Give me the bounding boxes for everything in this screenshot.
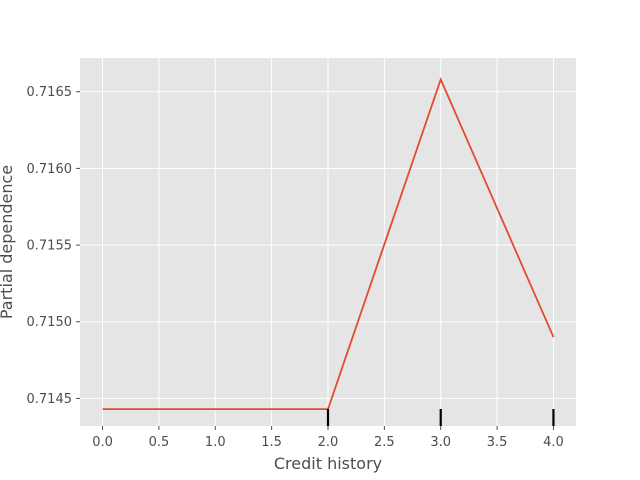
x-tick-label: 2.0 — [318, 435, 339, 450]
y-tick-label: 0.7150 — [27, 315, 73, 330]
x-tick-label: 3.5 — [487, 435, 508, 450]
grid-lines — [80, 58, 576, 426]
x-tick-label: 3.0 — [430, 435, 451, 450]
x-tick-label: 4.0 — [543, 435, 564, 450]
x-axis-label: Credit history — [274, 454, 382, 473]
y-tick-label: 0.7160 — [27, 162, 73, 177]
x-tick-label: 1.0 — [205, 435, 226, 450]
x-tick-label: 1.5 — [261, 435, 282, 450]
y-axis-label: Partial dependence — [0, 165, 16, 319]
rug-marks — [326, 409, 555, 426]
x-tick-label: 0.5 — [149, 435, 170, 450]
axis-ticks: 0.0 0.5 1.0 1.5 2.0 2.5 3.0 3.5 4.0 0.7145 0.7150 0… — [27, 85, 564, 450]
x-tick-label: 2.5 — [374, 435, 395, 450]
x-tick-label: 0.0 — [92, 435, 113, 450]
y-tick-label: 0.7155 — [27, 239, 73, 254]
y-tick-label: 0.7165 — [27, 85, 73, 100]
y-tick-label: 0.7145 — [27, 392, 73, 407]
